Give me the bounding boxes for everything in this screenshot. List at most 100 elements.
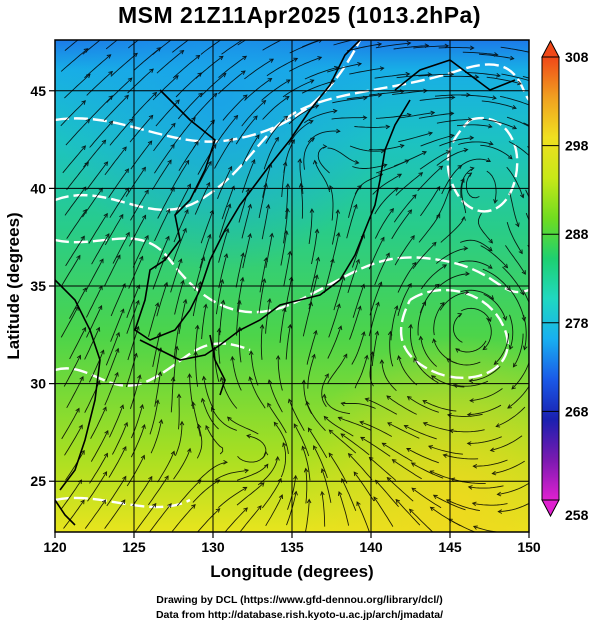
streamline-arrowhead [428,445,433,450]
streamline [277,355,283,391]
streamline-arrowhead [362,115,368,120]
streamline-arrowhead [156,331,162,337]
streamline-arrowhead [285,79,291,84]
streamline-arrowhead [259,323,265,329]
streamline [477,212,493,244]
streamline [222,94,248,121]
streamline [375,480,399,507]
streamline [482,317,492,350]
streamline-arrowhead [337,491,343,496]
streamline [196,424,203,459]
streamline [413,358,439,384]
streamline-arrowhead [80,499,85,505]
streamline [506,166,524,198]
streamline-arrowhead [196,31,200,35]
streamline-arrowhead [307,427,313,433]
streamline-arrowhead [230,355,235,361]
streamline [197,461,228,482]
streamline-arrowhead [378,281,383,287]
streamline [174,421,183,456]
streamline-arrowhead [283,115,289,121]
streamline-arrowhead [133,52,138,58]
streamline-arrowhead [495,423,501,428]
streamline-arrowhead [464,290,470,295]
streamline [372,173,402,195]
streamline [64,424,83,456]
x-tick-label: 150 [517,539,541,555]
streamline [261,478,282,509]
streamline [211,407,237,431]
streamline [173,324,180,360]
streamline-arrowhead [264,27,268,30]
streamline [281,162,287,198]
streamline-arrowhead [215,508,221,513]
streamline [508,141,529,157]
streamline-arrowhead [152,502,157,508]
streamline-arrowhead [487,317,492,323]
streamline-arrowhead [337,416,343,421]
streamline-arrowhead [314,104,320,109]
streamline-arrowhead [253,115,258,121]
streamline-arrowhead [155,399,160,405]
streamline-arrowhead [157,347,163,353]
streamline [412,242,437,270]
streamline-arrowhead [187,447,192,453]
streamline-arrowhead [489,447,495,453]
streamline-arrowhead [406,448,411,453]
credit-dcl: Drawing by DCL (https://www.gfd-dennou.o… [156,594,443,606]
streamline-arrowhead [179,50,185,55]
streamline [250,351,259,386]
streamline [154,372,161,407]
streamline-arrowhead [343,353,348,359]
colorbar-lower-arrow [541,499,560,518]
streamline-arrowhead [184,159,190,165]
streamline [455,340,487,353]
streamline [110,52,138,77]
streamline [306,330,317,365]
streamline-arrowhead [449,133,455,139]
streamline-arrowhead [152,91,158,97]
streamline [172,40,189,53]
streamline-arrowhead [161,255,167,261]
streamline-arrowhead [488,238,494,244]
streamline [522,289,529,304]
streamline-arrowhead [410,235,415,240]
streamline [173,209,189,243]
y-tick-label: 35 [30,278,46,294]
streamline [308,209,313,244]
streamline [461,178,467,214]
streamline [262,163,272,198]
streamline-arrowhead [116,254,121,260]
streamline-arrowhead [130,27,134,31]
streamline [300,183,304,219]
streamline-arrowhead [356,501,361,507]
streamline-arrowhead [101,499,107,505]
streamline-arrowhead [247,232,252,238]
streamline [154,209,171,242]
streamline [87,471,107,502]
streamline [62,145,86,174]
streamline-arrowhead [373,496,378,502]
streamline-arrowhead [227,416,232,422]
streamline [458,260,493,269]
x-tick-label: 130 [201,539,225,555]
streamline-arrowhead [465,271,470,277]
streamline-arrowhead [309,208,315,213]
streamline-arrowhead [360,233,365,239]
streamline-arrowhead [124,168,130,173]
streamline-arrowhead [449,111,455,116]
streamline [422,400,457,412]
streamline [446,358,481,366]
streamline-arrowhead [180,279,185,285]
streamline [500,46,529,53]
streamline-arrowhead [123,421,129,427]
streamline-arrowhead [284,95,290,101]
streamline [218,204,231,238]
streamline [173,117,196,146]
streamline-arrowhead [472,525,478,530]
streamline-arrowhead [492,95,497,100]
streamline-arrowhead [305,400,310,406]
streamline-arrowhead [81,326,87,332]
streamline-arrowhead [125,231,130,237]
streamline-arrowhead [303,467,309,473]
